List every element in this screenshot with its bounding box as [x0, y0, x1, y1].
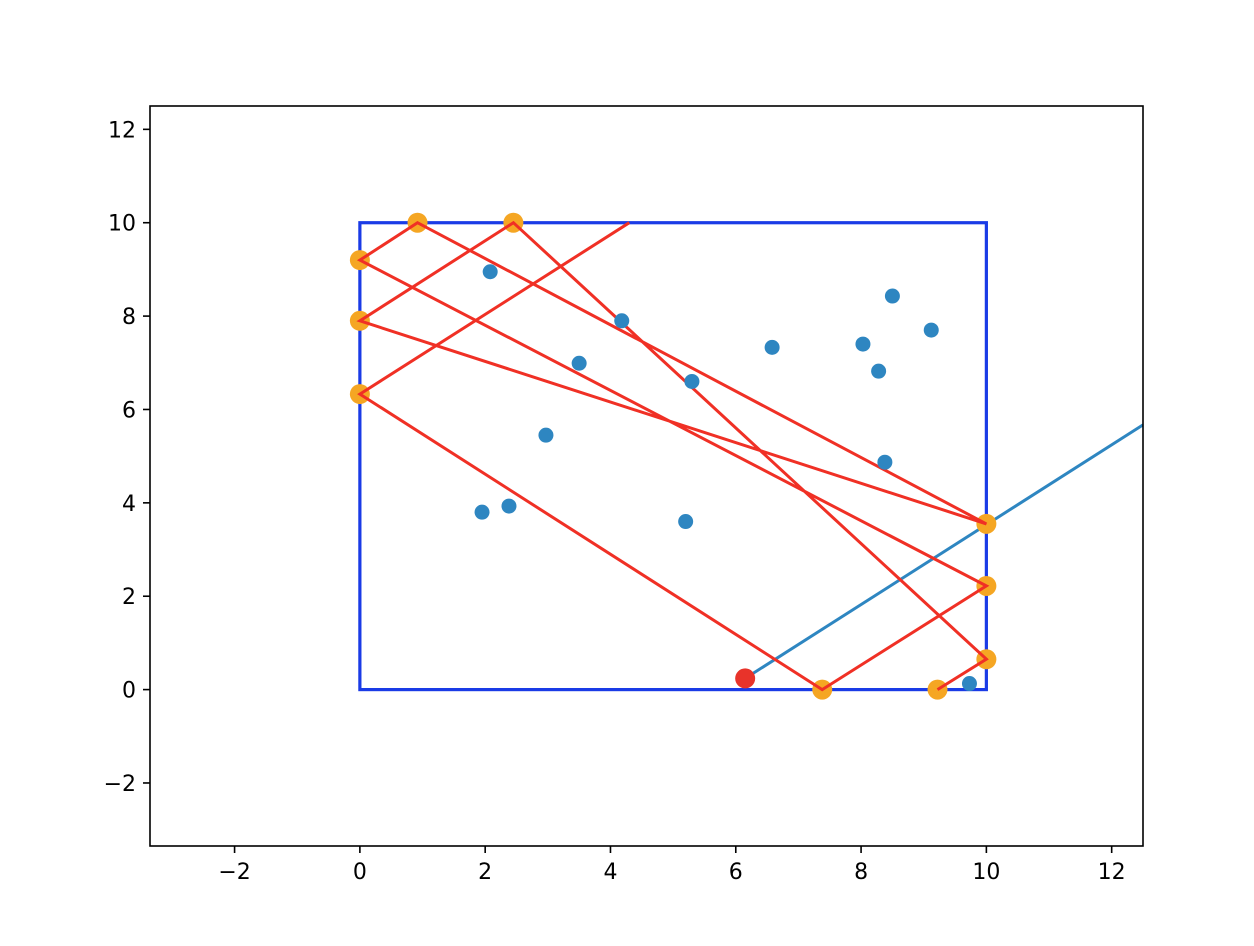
- scatter-point-4: [764, 339, 780, 355]
- x-tick-label-1: 0: [353, 860, 367, 885]
- scatter-point-6: [884, 288, 900, 304]
- y-tick-label-3: 4: [122, 492, 136, 517]
- start-point: [735, 668, 756, 689]
- scatter-point-9: [877, 454, 893, 470]
- scatter-point-2: [571, 355, 587, 371]
- y-tick-label-1: 0: [122, 679, 136, 704]
- y-tick-label-7: 12: [108, 118, 136, 143]
- scatter-point-13: [678, 514, 694, 530]
- y-tick-label-5: 8: [122, 305, 136, 330]
- y-tick-label-6: 10: [108, 212, 136, 237]
- x-tick-label-5: 8: [854, 860, 868, 885]
- scatter-point-10: [538, 427, 554, 443]
- x-tick-label-0: −2: [218, 860, 250, 885]
- scatter-point-1: [614, 313, 630, 329]
- x-tick-label-6: 10: [972, 860, 1000, 885]
- scatter-point-11: [474, 504, 490, 520]
- x-tick-label-3: 4: [603, 860, 617, 885]
- scatter-point-3: [684, 373, 700, 389]
- scatter-point-8: [871, 363, 887, 379]
- plot-area: [349, 212, 1143, 700]
- axes-frame: [149, 105, 1144, 847]
- scatter-point-0: [482, 264, 498, 280]
- x-tick-label-7: 12: [1098, 860, 1126, 885]
- scatter-point-5: [855, 336, 871, 352]
- scatter-point-14: [961, 676, 977, 692]
- ray-line: [744, 423, 1143, 680]
- y-tick-label-0: −2: [104, 772, 136, 797]
- x-axis: −2 0 2 4 6 8 10 12: [218, 846, 1126, 885]
- y-axis: −2 0 2 4 6 8 10 12: [104, 118, 150, 797]
- y-tick-label-2: 2: [122, 585, 136, 610]
- boundary-box: [358, 221, 988, 692]
- x-tick-label-2: 2: [478, 860, 492, 885]
- scatter-point-7: [923, 322, 939, 338]
- x-tick-label-4: 6: [729, 860, 743, 885]
- reflection-path: [356, 220, 990, 692]
- y-tick-label-4: 6: [122, 398, 136, 423]
- scatter-point-12: [501, 498, 517, 514]
